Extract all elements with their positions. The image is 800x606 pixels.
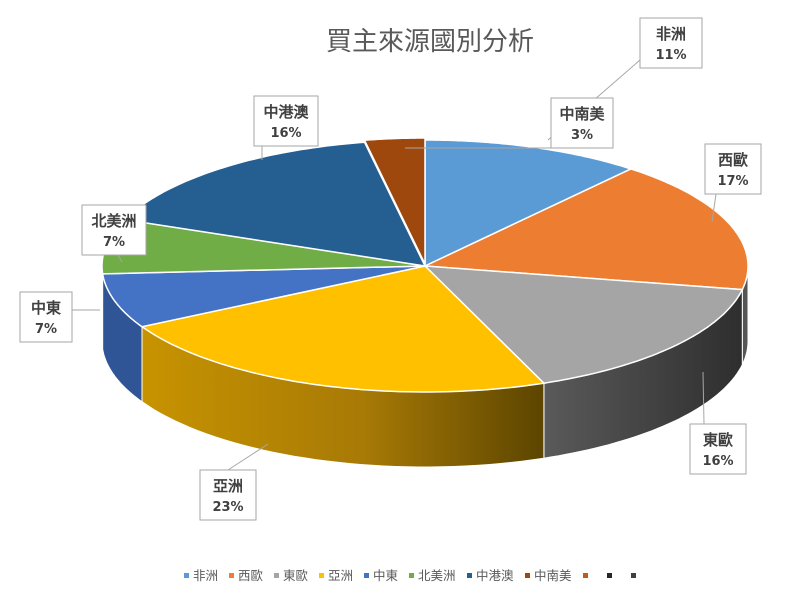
legend-swatch — [229, 573, 234, 578]
slice-side-north-america — [101, 266, 104, 349]
legend-item: 西歐 — [229, 568, 264, 583]
legend-item: 中南美 — [525, 568, 572, 583]
data-label-value: 7% — [35, 322, 57, 337]
slice-west-europe — [422, 168, 749, 291]
data-label-value: 16% — [270, 126, 301, 141]
data-label-middle-east: 中東 7% — [19, 291, 100, 343]
legend-swatch — [583, 573, 588, 578]
data-label-west-europe: 西歐 17% — [704, 143, 762, 223]
slice-latin-america — [363, 137, 426, 265]
data-label-name: 中港澳 — [263, 103, 309, 121]
slice-asia — [140, 265, 546, 393]
legend-label: 非洲 — [193, 568, 218, 583]
legend-label: 亞洲 — [328, 568, 353, 583]
data-label-name: 西歐 — [718, 151, 748, 169]
data-label-name: 中南美 — [559, 105, 605, 123]
slice-middle-east — [101, 265, 426, 328]
legend-swatch — [525, 573, 530, 578]
data-label-north-america: 北美洲 7% — [81, 204, 147, 263]
legend-swatch — [631, 573, 636, 578]
data-label-greater-china: 中港澳 16% — [253, 95, 319, 160]
data-label-value: 23% — [212, 500, 243, 515]
legend-item — [607, 573, 612, 578]
legend-item: 北美洲 — [409, 568, 456, 583]
data-label-name: 亞洲 — [213, 477, 243, 495]
data-label-latin-america: 中南美 3% — [405, 97, 614, 149]
data-label-value: 7% — [103, 235, 125, 250]
slice-africa — [424, 139, 633, 268]
slice-east-europe — [423, 265, 744, 385]
data-label-name: 中東 — [31, 299, 61, 317]
data-label-name: 東歐 — [703, 431, 733, 449]
data-label-value: 16% — [702, 454, 733, 469]
chart-title: 買主來源國別分析 — [326, 27, 534, 57]
slice-greater-china — [123, 141, 427, 267]
legend-swatch — [467, 573, 472, 578]
data-label-value: 3% — [571, 128, 593, 143]
legend-swatch — [184, 573, 189, 578]
legend: 非洲 西歐 東歐 亞洲 中東 北美洲 中港澳 中南美 — [184, 568, 636, 583]
legend-swatch — [319, 573, 324, 578]
legend-label: 中東 — [373, 568, 399, 583]
data-labels: 非洲 11% 西歐 17% 東歐 16% 亞洲 23% 中東 7% 北美洲 7% 中港澳 16% 中南美 3% — [19, 17, 762, 521]
legend-label: 北美洲 — [418, 568, 456, 583]
legend-swatch — [409, 573, 414, 578]
legend-item: 亞洲 — [319, 568, 353, 583]
data-label-name: 北美洲 — [91, 212, 136, 230]
legend-label: 東歐 — [283, 568, 309, 583]
data-label-name: 非洲 — [656, 25, 686, 43]
data-label-value: 17% — [717, 174, 748, 189]
legend-label: 西歐 — [238, 568, 264, 583]
legend-item: 非洲 — [184, 568, 218, 583]
data-label-asia: 亞洲 23% — [199, 443, 269, 521]
legend-label: 中南美 — [534, 568, 572, 583]
data-label-value: 11% — [655, 48, 686, 63]
legend-item — [631, 573, 636, 578]
legend-item: 中港澳 — [467, 568, 514, 583]
pie-slices — [101, 137, 749, 393]
legend-item: 中東 — [364, 568, 399, 583]
legend-label: 中港澳 — [476, 568, 514, 583]
data-label-east-europe: 東歐 16% — [689, 371, 747, 475]
legend-item: 東歐 — [274, 568, 309, 583]
legend-swatch — [607, 573, 612, 578]
legend-swatch — [274, 573, 279, 578]
legend-swatch — [364, 573, 369, 578]
legend-item — [583, 573, 588, 578]
